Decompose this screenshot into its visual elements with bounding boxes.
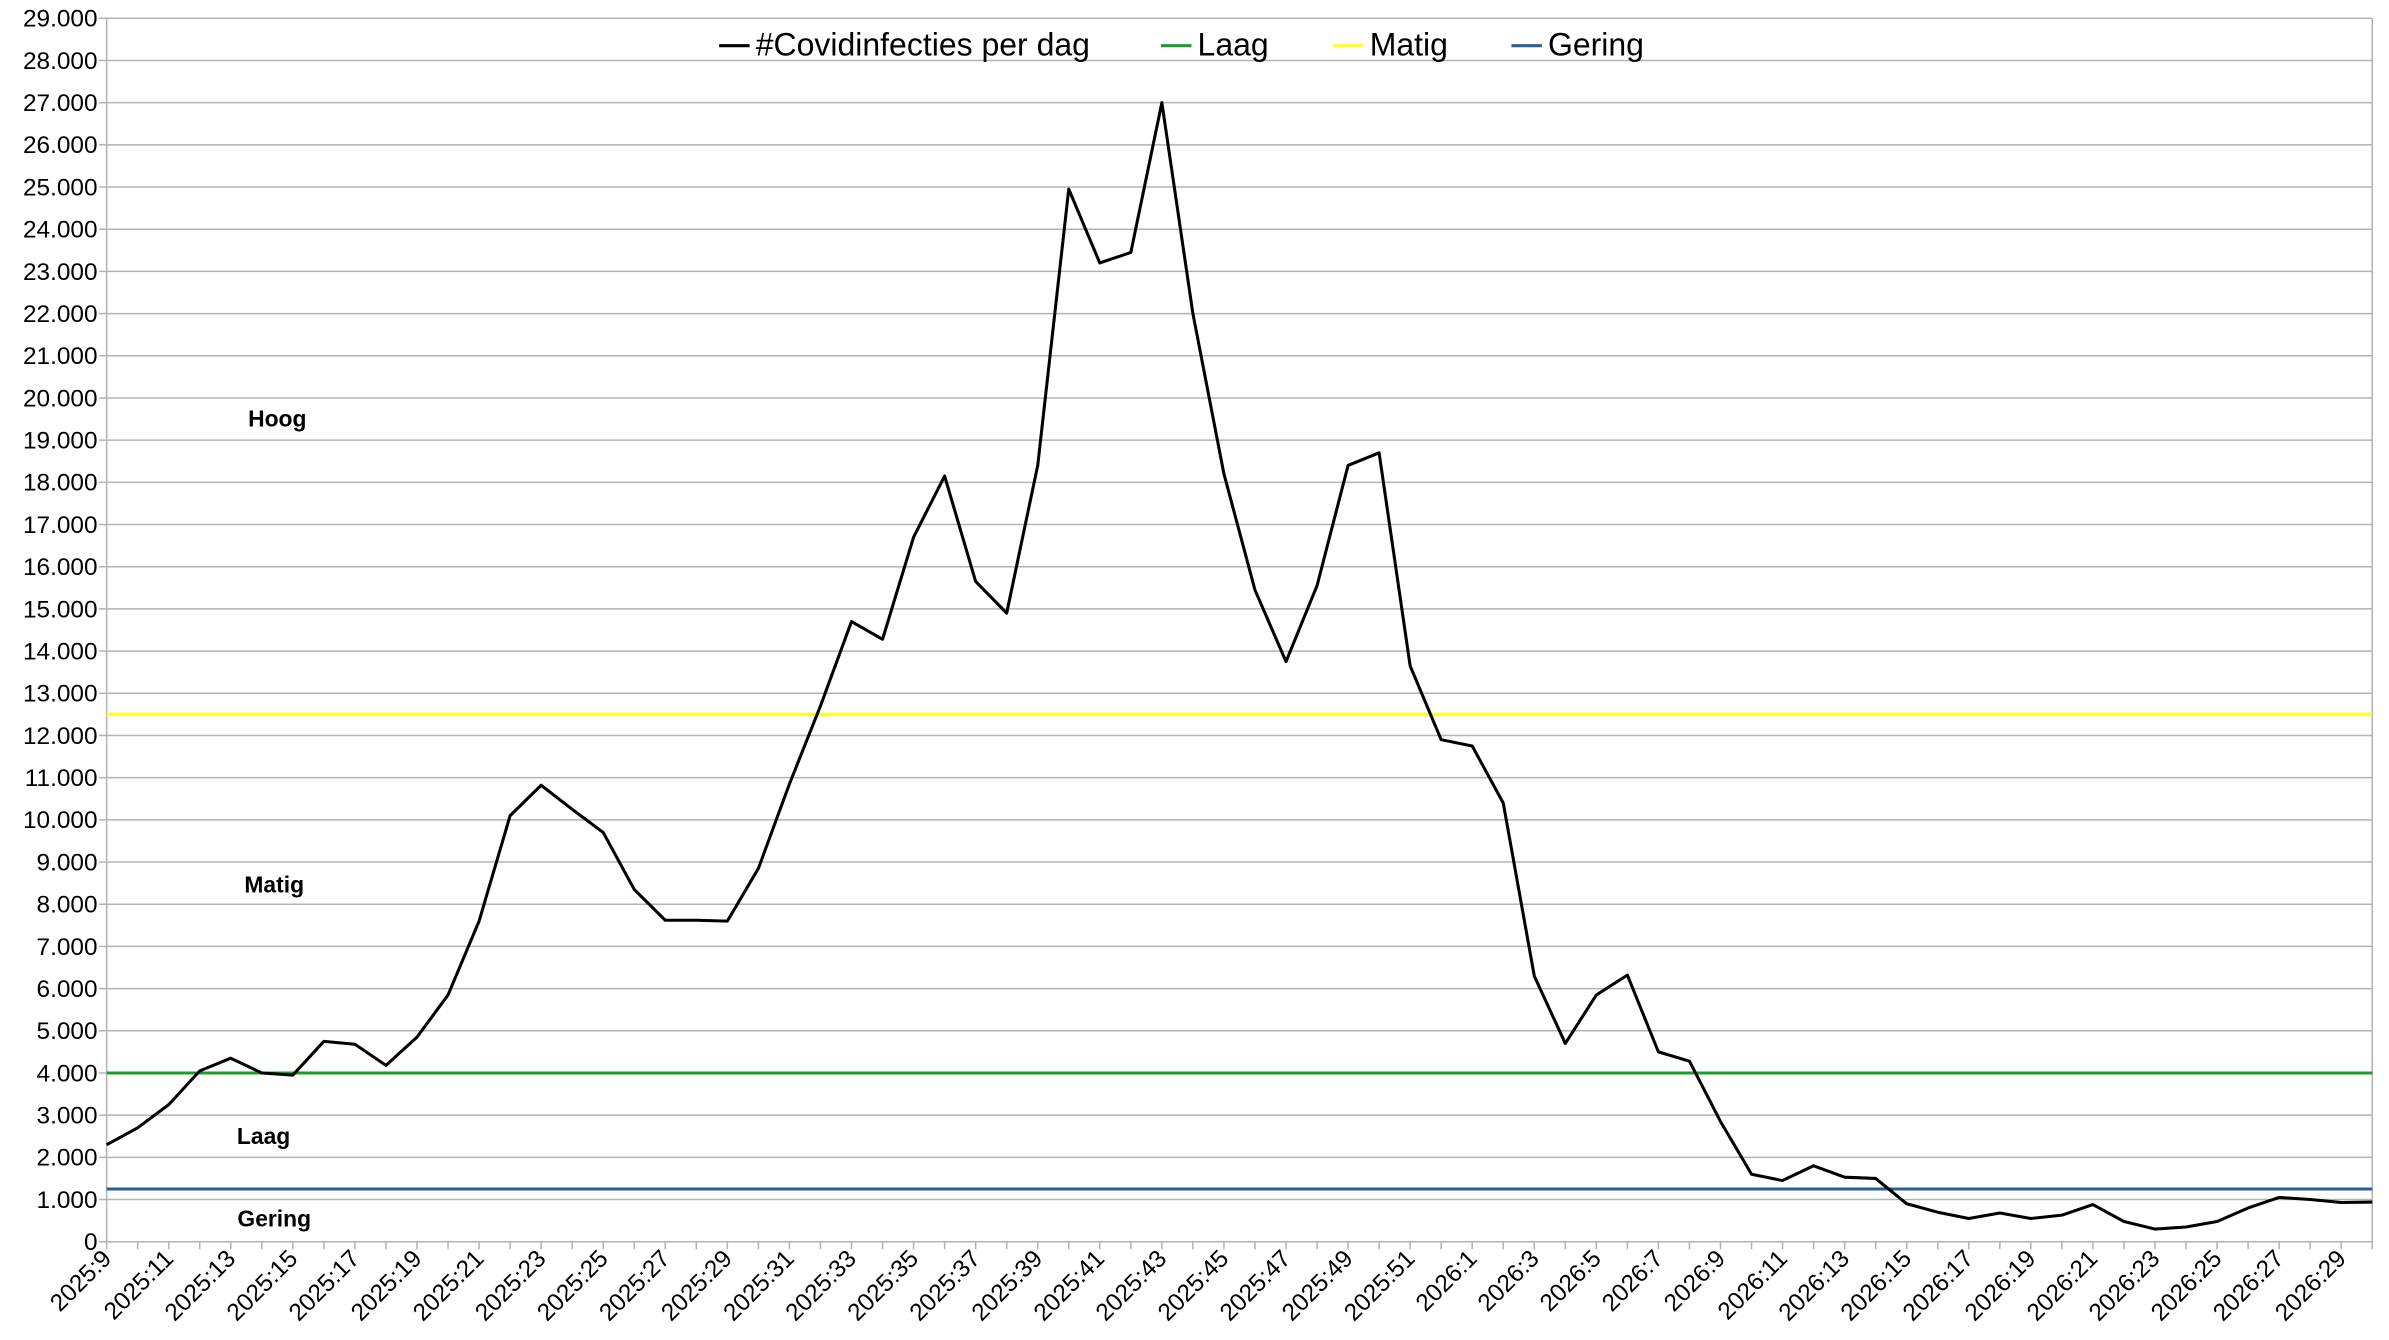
- y-tick-label: 27.000: [23, 90, 98, 117]
- y-tick-label: 13.000: [23, 681, 98, 708]
- y-tick-label: 19.000: [23, 428, 98, 455]
- y-tick-label: 7.000: [37, 934, 98, 961]
- x-tick-label: 2026:7: [1597, 1245, 1669, 1317]
- legend-label: #Covidinfecties per dag: [756, 27, 1090, 63]
- data-line: [105, 101, 2373, 1231]
- y-tick-label: 23.000: [23, 259, 98, 286]
- y-tick-label: 20.000: [23, 385, 98, 412]
- y-tick-label: 26.000: [23, 132, 98, 159]
- y-tick-label: 28.000: [23, 48, 98, 75]
- y-tick-label: 5.000: [37, 1018, 98, 1045]
- annotation: Laag: [237, 1123, 290, 1149]
- y-tick-label: 8.000: [37, 892, 98, 919]
- legend-label: Laag: [1198, 27, 1269, 63]
- annotation: Matig: [244, 872, 304, 898]
- legend-label: Matig: [1370, 27, 1448, 63]
- annotation: Hoog: [248, 406, 306, 432]
- y-tick-label: 2.000: [37, 1145, 98, 1172]
- y-tick-label: 21.000: [23, 343, 98, 370]
- y-tick-label: 4.000: [37, 1060, 98, 1087]
- y-tick-label: 6.000: [37, 976, 98, 1003]
- x-tick-label: 2026:3: [1473, 1245, 1545, 1317]
- legend-label: Gering: [1548, 27, 1644, 63]
- y-tick-label: 9.000: [37, 849, 98, 876]
- y-tick-label: 24.000: [23, 217, 98, 244]
- y-tick-label: 25.000: [23, 174, 98, 201]
- y-tick-label: 29.000: [23, 6, 98, 33]
- y-tick-label: 22.000: [23, 301, 98, 328]
- y-tick-label: 18.000: [23, 470, 98, 497]
- y-tick-label: 1.000: [37, 1187, 98, 1214]
- y-tick-label: 15.000: [23, 596, 98, 623]
- x-tick-label: 2026:5: [1535, 1245, 1607, 1317]
- y-tick-label: 12.000: [23, 723, 98, 750]
- y-tick-label: 10.000: [23, 807, 98, 834]
- y-tick-label: 17.000: [23, 512, 98, 539]
- y-tick-label: 14.000: [23, 638, 98, 665]
- y-tick-label: 0: [84, 1229, 98, 1256]
- y-tick-label: 16.000: [23, 554, 98, 581]
- y-tick-label: 11.000: [25, 765, 98, 792]
- x-tick-label: 2026:1: [1411, 1245, 1483, 1317]
- y-tick-label: 3.000: [37, 1103, 98, 1130]
- annotation: Gering: [237, 1205, 311, 1231]
